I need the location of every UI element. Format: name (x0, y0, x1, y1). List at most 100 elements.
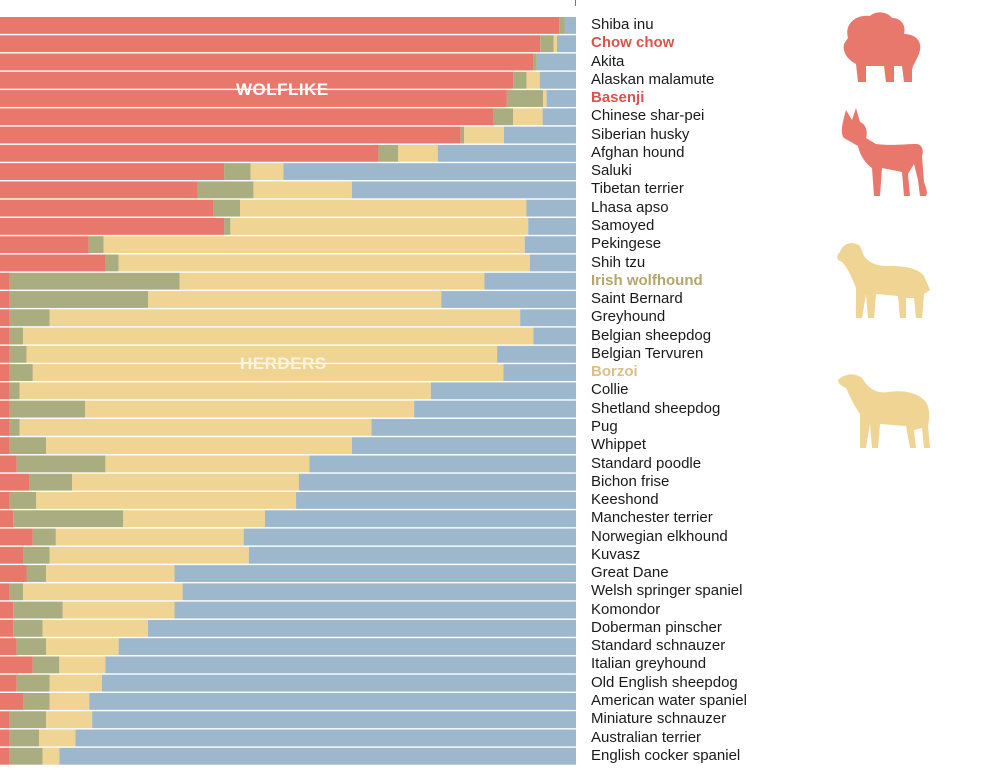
bar-segment-blue (148, 619, 576, 637)
breed-label: Borzoi (591, 363, 638, 381)
bar-segment-green (29, 473, 73, 491)
bar-segment-blue (243, 528, 576, 546)
bar-segment-blue (520, 309, 576, 327)
top-tick (575, 0, 576, 6)
bar-segment-herders (123, 510, 265, 528)
bar-segment-green (9, 747, 43, 765)
bar-segment-green (9, 327, 24, 345)
bar-end-cap (572, 217, 576, 235)
bar-segment-blue (283, 163, 576, 181)
bar-segment-blue (414, 400, 576, 418)
bar-segment-green (88, 236, 104, 254)
breed-label: Komondor (591, 600, 661, 618)
bar-segment-herders (42, 619, 149, 637)
breed-label: Standard schnauzer (591, 637, 726, 655)
bar-segment-blue (504, 126, 576, 144)
bar-segment-herders (19, 382, 431, 400)
breed-label: Manchester terrier (591, 509, 713, 527)
bar-segment-herders (62, 601, 175, 619)
bar-segment-blue (59, 747, 576, 765)
bar-segment-wolflike (0, 291, 10, 308)
bar-segment-green (9, 492, 37, 509)
bar-end-cap (572, 327, 576, 345)
bar-segment-blue (296, 492, 576, 509)
bar-segment-green (213, 199, 241, 217)
bar-end-cap (572, 108, 576, 126)
bar-segment-wolflike (0, 711, 10, 729)
bar-segment-green (224, 217, 231, 235)
bar-segment-wolflike (0, 53, 534, 71)
bar-segment-wolflike (0, 674, 17, 692)
bar-segment-blue (564, 17, 576, 34)
bar-segment-herders (55, 528, 244, 546)
bar-segment-blue (264, 510, 576, 528)
breed-label: Siberian husky (591, 125, 690, 143)
bar-segment-herders (39, 729, 76, 747)
bar-segment-blue (92, 711, 576, 729)
breed-label: American water spaniel (591, 692, 747, 709)
bar-segment-green (493, 108, 514, 126)
breed-label: Pug (591, 417, 618, 435)
bar-segment-green (540, 35, 554, 53)
breed-label: Akita (591, 52, 625, 70)
breed-label: Great Dane (591, 564, 669, 582)
bar-segment-wolflike (0, 747, 10, 765)
bar-end-cap (572, 674, 576, 692)
bar-segment-herders (253, 181, 352, 199)
bar-end-cap (572, 199, 576, 217)
bar-segment-green (460, 126, 465, 144)
bar-segment-blue (526, 199, 576, 217)
bar-segment-herders (32, 364, 504, 381)
bar-end-cap (572, 364, 576, 381)
bar-segment-green (9, 364, 33, 381)
bar-segment-wolflike (0, 236, 89, 254)
bar-segment-green (224, 163, 251, 181)
breed-label: Saluki (591, 162, 632, 180)
breed-label: Standard poodle (591, 454, 702, 472)
bar-end-cap (572, 35, 576, 53)
bar-segment-wolflike (0, 181, 198, 199)
bar-segment-herders (49, 309, 521, 327)
breed-label: Belgian Tervuren (591, 344, 704, 362)
bar-segment-wolflike (0, 638, 17, 656)
bar-end-cap (572, 382, 576, 400)
breed-label: Whippet (591, 436, 647, 454)
bar-segment-blue (539, 71, 576, 89)
bar-segment-green (26, 565, 47, 582)
breed-label: Chinese shar-pei (591, 107, 705, 125)
bar-segment-blue (89, 692, 576, 710)
bar-segment-green (13, 510, 124, 528)
bar-segment-blue (484, 272, 576, 290)
bar-end-cap (572, 126, 576, 144)
bar-segment-wolflike (0, 619, 14, 637)
bar-segment-wolflike (0, 345, 10, 363)
breed-label: Norwegian elkhound (591, 527, 728, 545)
bar-segment-blue (533, 327, 576, 345)
breed-label: Belgian sheepdog (591, 326, 712, 344)
bar-segment-wolflike (0, 565, 27, 582)
bar-segment-blue (528, 217, 576, 235)
bar-segment-green (506, 90, 544, 107)
bar-end-cap (572, 144, 576, 162)
breed-label: Greyhound (591, 308, 666, 326)
bar-segment-green (32, 656, 60, 674)
bar-segment-wolflike (0, 327, 10, 345)
bar-segment-herders (59, 656, 106, 674)
breed-label: Old English sheepdog (591, 673, 738, 691)
bar-segment-herders (230, 217, 529, 235)
bar-segment-herders (85, 400, 415, 418)
breed-label: Italian greyhound (591, 655, 707, 673)
breed-label: Basenji (591, 89, 645, 107)
bar-end-cap (572, 528, 576, 546)
bar-segment-blue (497, 345, 576, 363)
bar-segment-wolflike (0, 692, 24, 710)
bar-segment-herders (26, 345, 498, 363)
bar-segment-herders (36, 492, 297, 509)
bar-segment-blue (351, 181, 576, 199)
bar-end-cap (572, 437, 576, 455)
irish-wolfhound-icon (837, 243, 930, 318)
bar-end-cap (572, 692, 576, 710)
bar-segment-wolflike (0, 364, 10, 381)
bar-segment-blue (441, 291, 576, 308)
bar-end-cap (572, 711, 576, 729)
